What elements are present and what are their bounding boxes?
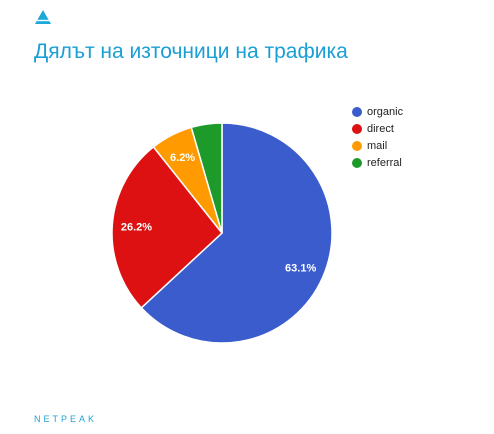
legend-swatch-mail — [352, 140, 362, 151]
pie-slice-referral — [190, 122, 223, 234]
pie-slice-direct — [111, 145, 224, 309]
legend-item-mail: mail — [352, 137, 403, 154]
legend-item-referral: referral — [352, 154, 403, 171]
slice-label-mail: 6.2% — [170, 152, 195, 164]
chart-title: Дялът на източници на трафика — [34, 40, 348, 63]
legend-item-organic: organic — [352, 103, 403, 120]
netpeak-logo-icon — [35, 10, 51, 24]
slice-label-organic: 63.1% — [285, 262, 316, 274]
legend-label-referral: referral — [367, 156, 402, 169]
pie-slice-organic — [140, 122, 333, 344]
slice-label-direct: 26.2% — [121, 222, 152, 234]
legend-swatch-referral — [352, 157, 362, 168]
legend-item-direct: direct — [352, 120, 403, 137]
legend-swatch-direct — [352, 123, 362, 134]
legend-label-mail: mail — [367, 139, 388, 152]
footer-brand: NETPEAK — [34, 414, 98, 424]
legend-label-organic: organic — [367, 105, 404, 118]
chart-legend: organic direct mail referral — [352, 103, 403, 171]
legend-label-direct: direct — [367, 122, 394, 135]
legend-swatch-organic — [352, 106, 362, 117]
